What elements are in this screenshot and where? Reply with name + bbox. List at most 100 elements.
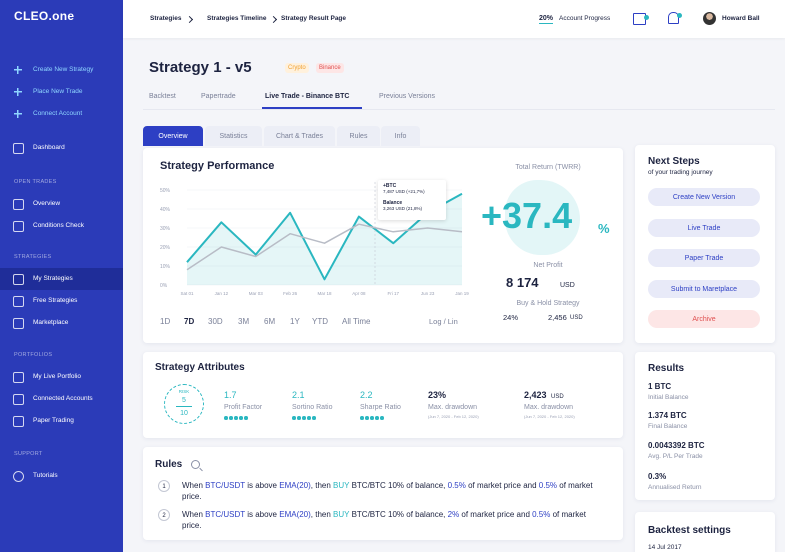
range-button[interactable]: YTD xyxy=(312,317,328,326)
rule-part: of market price and xyxy=(459,510,533,519)
sidebar-item[interactable]: Overview xyxy=(33,200,61,207)
backtest-date: 14 Jul 2017 xyxy=(648,544,682,551)
search-icon[interactable] xyxy=(191,460,200,469)
range-button[interactable]: 1Y xyxy=(290,317,300,326)
sidebar-item[interactable]: My Strategies xyxy=(33,275,73,282)
breadcrumb[interactable]: Strategy Result Page xyxy=(281,15,347,22)
tab[interactable]: Backtest xyxy=(149,93,176,100)
sidebar-item[interactable]: My Live Portfolio xyxy=(33,373,82,380)
button-label[interactable]: Submit to Maretplace xyxy=(670,285,738,293)
rule-text: When BTC/USDT is above EMA(20), then BUY… xyxy=(182,509,602,531)
badge xyxy=(677,13,682,18)
subtab[interactable]: Info xyxy=(381,126,420,146)
card xyxy=(143,352,623,438)
tooltip-text: 7,487 USD (+21,7%) xyxy=(383,189,425,194)
button[interactable]: Live Trade xyxy=(648,219,760,237)
card xyxy=(635,352,775,500)
attribute-value: 2.2 xyxy=(360,390,373,400)
button[interactable]: Paper Trade xyxy=(648,249,760,267)
rating-dot xyxy=(307,416,311,420)
sidebar-item[interactable]: Tutorials xyxy=(33,472,58,479)
result-label: Avg. P/L Per Trade xyxy=(648,453,703,460)
sidebar-item[interactable]: Connected Accounts xyxy=(33,395,93,402)
rule-part: EMA(20) xyxy=(279,481,311,490)
rule-part: BUY xyxy=(333,481,350,490)
result-label: Initial Balance xyxy=(648,394,689,401)
attribute-label: Sharpe Ratio xyxy=(360,404,401,411)
tooltip-text: +BTC xyxy=(383,183,397,189)
net-profit-label: Net Profit xyxy=(533,262,563,269)
rating-dot xyxy=(234,416,238,420)
icon xyxy=(13,471,24,482)
breadcrumb[interactable]: Strategies xyxy=(150,15,182,22)
subtab[interactable]: Overview xyxy=(143,126,203,146)
attribute-unit: USD xyxy=(551,394,564,400)
icon xyxy=(13,274,24,285)
rating-dot xyxy=(239,416,243,420)
button-label[interactable]: Create New Version xyxy=(672,193,736,201)
button[interactable]: Submit to Maretplace xyxy=(648,280,760,298)
sidebar-item[interactable]: Marketplace xyxy=(33,319,69,326)
attribute-note: (Jun 7, 2020 - Feb 12, 2020) xyxy=(524,414,575,419)
rating-dot xyxy=(224,416,228,420)
subtab[interactable]: Statistics xyxy=(205,126,262,146)
attribute-label: Profit Factor xyxy=(224,404,263,411)
net-profit: 8 174 xyxy=(506,275,539,290)
rule-number-text: 1 xyxy=(162,483,166,490)
rule-number-text: 2 xyxy=(162,512,166,519)
range-button[interactable]: 6M xyxy=(264,317,276,326)
tab[interactable]: Live Trade - Binance BTC xyxy=(265,93,350,100)
result-value: 0.0043392 BTC xyxy=(648,441,705,450)
card xyxy=(143,447,623,540)
sidebar-action[interactable]: Create New Strategy xyxy=(33,66,94,73)
button[interactable]: Archive xyxy=(648,310,760,328)
range-button[interactable]: 3M xyxy=(238,317,250,326)
tab[interactable]: Papertrade xyxy=(201,93,236,100)
sidebar-action[interactable]: Connect Account xyxy=(33,110,83,117)
attribute-label: Sortino Ratio xyxy=(292,404,333,411)
sidebar-item[interactable]: Free Strategies xyxy=(33,297,78,304)
attribute-value: 2,423 xyxy=(524,390,547,400)
risk-circle xyxy=(164,384,204,424)
subtab-label[interactable]: Rules xyxy=(349,133,368,140)
user-name[interactable]: Howard Ball xyxy=(722,15,760,22)
sidebar-item[interactable]: Paper Trading xyxy=(33,417,74,424)
button-label[interactable]: Archive xyxy=(692,315,716,323)
subtab-label[interactable]: Info xyxy=(394,133,407,140)
rule-part: is above xyxy=(244,481,280,490)
tab-underline xyxy=(262,107,362,109)
rule-part: BTC/USDT xyxy=(205,510,245,519)
hold-unit: USD xyxy=(570,315,583,321)
rule-part: , then xyxy=(310,510,334,519)
range-button[interactable]: 1D xyxy=(160,317,171,326)
sidebar-item[interactable]: Dashboard xyxy=(33,144,65,151)
scale-toggle[interactable]: Log / Lin xyxy=(429,317,458,326)
hold-pct: 24% xyxy=(503,313,519,322)
card-title: Strategy Attributes xyxy=(155,362,245,373)
button[interactable]: Create New Version xyxy=(648,188,760,206)
icon xyxy=(13,394,24,405)
subtab-label[interactable]: Chart & Trades xyxy=(275,133,324,140)
card-title: Rules xyxy=(155,459,183,470)
sidebar-action[interactable]: Place New Trade xyxy=(33,88,83,95)
range-button[interactable]: All Time xyxy=(342,317,371,326)
subtab-label[interactable]: Statistics xyxy=(219,133,248,140)
subtab[interactable]: Chart & Trades xyxy=(264,126,335,146)
range-button[interactable]: 30D xyxy=(208,317,223,326)
rating-dot xyxy=(302,416,306,420)
button-label[interactable]: Paper Trade xyxy=(684,254,724,262)
icon[interactable] xyxy=(668,12,679,24)
card-title: Backtest settings xyxy=(648,525,731,536)
icon xyxy=(13,221,24,232)
subtab-label[interactable]: Overview xyxy=(158,133,188,140)
rule-part: BTC/BTC 10% of balance, xyxy=(349,510,448,519)
range-button[interactable]: 7D xyxy=(184,317,195,326)
subtab[interactable]: Rules xyxy=(337,126,380,146)
rule-number: 1 xyxy=(158,480,170,492)
button-label[interactable]: Live Trade xyxy=(687,224,721,232)
tab[interactable]: Previous Versions xyxy=(379,93,436,100)
breadcrumb[interactable]: Strategies Timeline xyxy=(207,15,267,22)
plus-icon xyxy=(14,66,22,74)
sidebar-item[interactable]: Conditions Check xyxy=(33,222,84,229)
avatar[interactable] xyxy=(703,12,716,25)
